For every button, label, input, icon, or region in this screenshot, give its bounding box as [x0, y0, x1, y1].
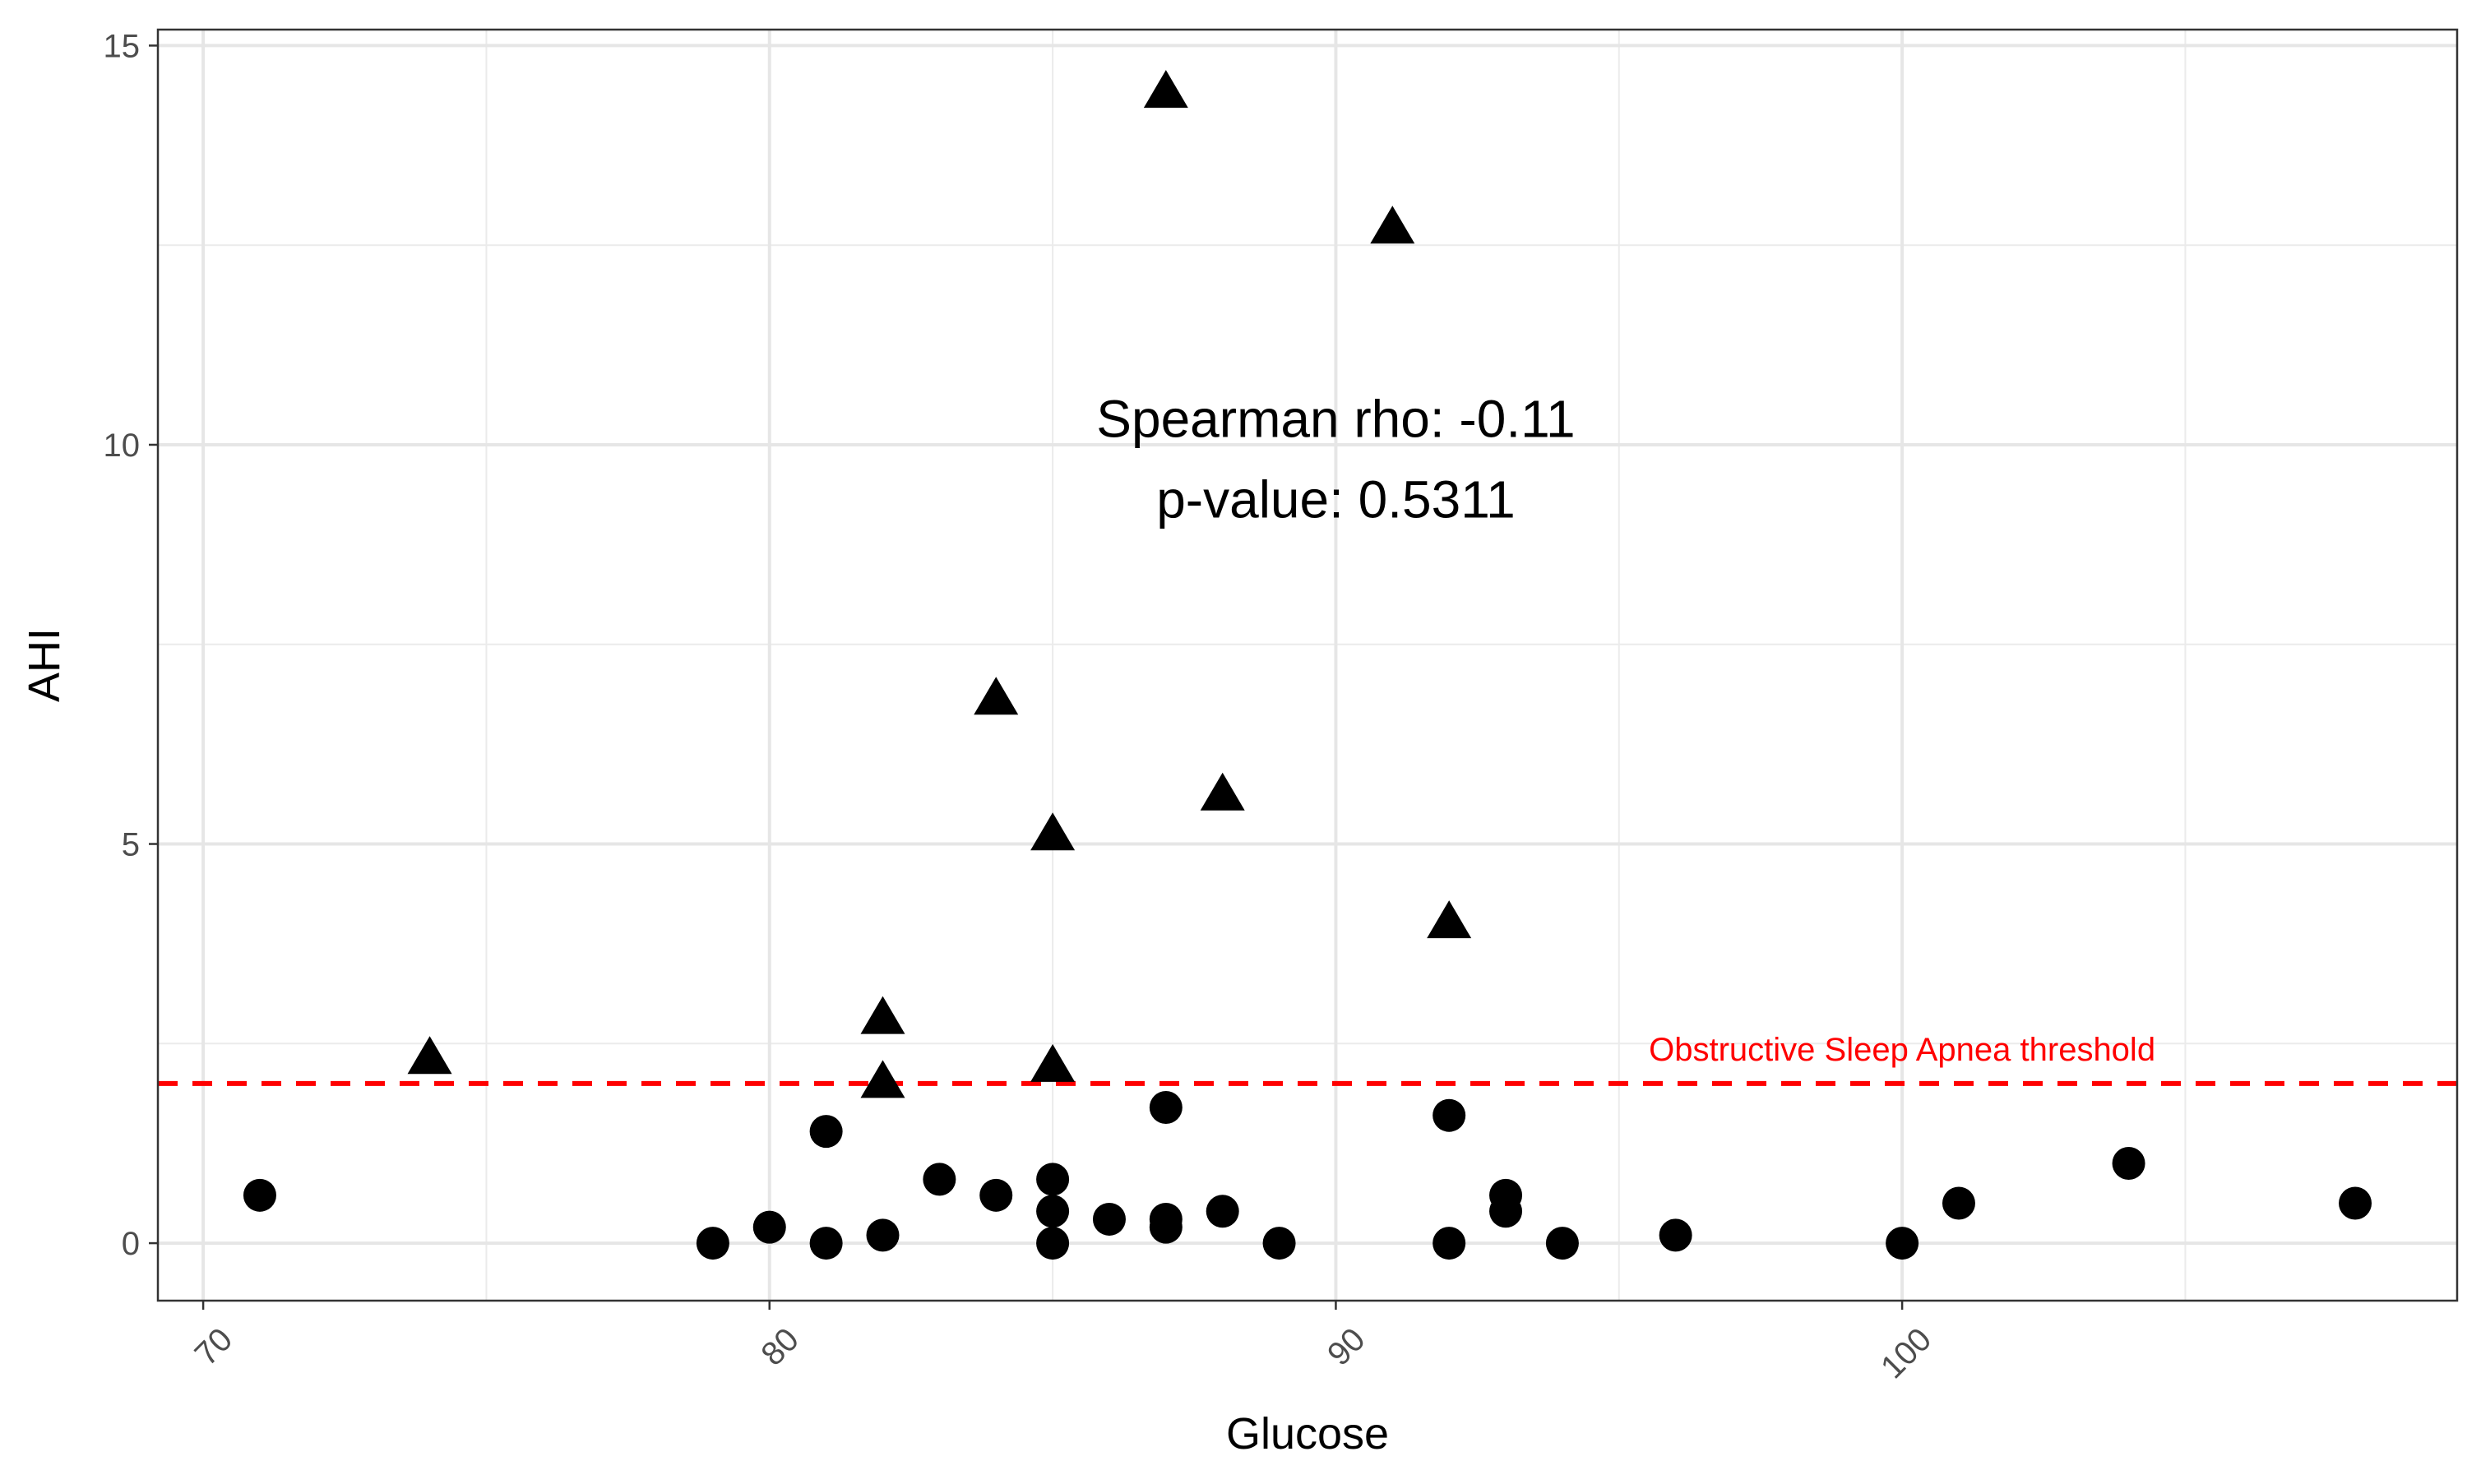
y-axis-title: AHI [20, 628, 69, 702]
grid-layer [158, 30, 2457, 1301]
threshold-label: Obstructive Sleep Apnea threshold [1649, 1032, 2155, 1068]
y-tick-label: 15 [104, 28, 141, 64]
data-point-triangle [1427, 900, 1472, 939]
data-point-circle [1092, 1202, 1126, 1236]
y-tick-label: 10 [104, 428, 141, 464]
data-point-circle [1433, 1227, 1466, 1260]
data-point-circle [1489, 1195, 1523, 1228]
panel-border [156, 28, 2459, 1302]
data-point-triangle [860, 996, 905, 1034]
points-layer [243, 70, 2372, 1260]
data-point-circle [1036, 1195, 1070, 1228]
data-point-circle [1149, 1210, 1183, 1244]
data-point-triangle [860, 1060, 905, 1098]
data-point-circle [809, 1227, 843, 1260]
data-point-circle [1942, 1186, 1975, 1220]
data-point-triangle [974, 677, 1019, 715]
data-point-circle [1545, 1227, 1579, 1260]
data-point-circle [1659, 1218, 1692, 1252]
data-point-circle [1149, 1090, 1183, 1124]
data-point-circle [1433, 1098, 1466, 1132]
data-point-circle [696, 1227, 729, 1260]
data-point-circle [1262, 1227, 1296, 1260]
panel-border-layer [156, 28, 2459, 1302]
data-point-circle [1206, 1195, 1239, 1228]
data-point-circle [752, 1210, 786, 1244]
data-point-circle [1036, 1227, 1070, 1260]
data-point-circle [2339, 1186, 2372, 1220]
y-tick-label: 0 [122, 1226, 140, 1262]
data-point-triangle [1370, 206, 1415, 244]
data-point-triangle [1200, 772, 1245, 811]
x-axis-title: Glucose [1226, 1409, 1389, 1459]
data-point-triangle [1030, 1043, 1076, 1082]
data-point-circle [2112, 1146, 2145, 1180]
y-tick-label: 5 [122, 827, 140, 863]
data-point-circle [923, 1163, 956, 1196]
threshold-layer: Obstructive Sleep Apnea threshold [158, 1032, 2457, 1086]
annotation-pvalue: p-value: 0.5311 [1156, 470, 1515, 529]
data-point-circle [809, 1115, 843, 1149]
data-point-circle [243, 1178, 276, 1212]
data-point-triangle [1143, 70, 1188, 109]
data-point-circle [1036, 1163, 1070, 1196]
data-point-triangle [407, 1036, 452, 1075]
data-point-triangle [1030, 812, 1076, 851]
annotation-layer: Spearman rho: -0.11 p-value: 0.5311 [1096, 390, 1575, 529]
data-point-circle [866, 1218, 900, 1252]
data-point-circle [979, 1178, 1013, 1212]
data-point-circle [1886, 1227, 1919, 1260]
annotation-rho: Spearman rho: -0.11 [1096, 390, 1575, 449]
